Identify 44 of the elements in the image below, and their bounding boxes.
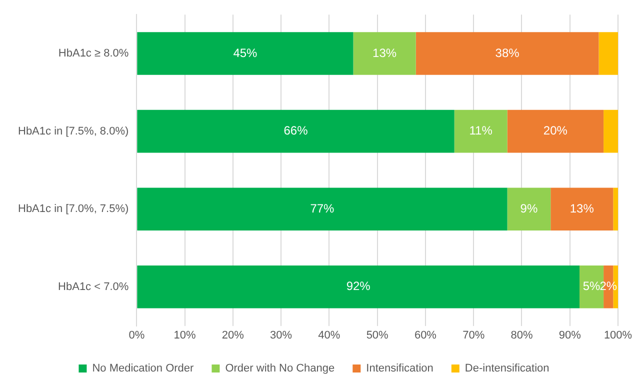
x-tick-label: 30% (270, 329, 292, 342)
legend-label: Intensification (366, 362, 434, 375)
data-label: 2% (600, 279, 618, 294)
data-label: 66% (284, 124, 308, 138)
legend-label: Order with No Change (225, 362, 335, 375)
y-tick-label: HbA1c in [7.5%, 8.0%) (18, 125, 129, 138)
data-label: 45% (233, 46, 258, 60)
bar (353, 32, 416, 75)
y-tick-label: HbA1c in [7.0%, 7.5%) (18, 203, 129, 216)
bar (550, 188, 614, 230)
bar (454, 110, 508, 153)
data-label: 9% (520, 201, 538, 216)
legend-label: De-intensification (464, 362, 550, 375)
data-label: 11% (469, 124, 493, 138)
data-label: 20% (543, 124, 568, 138)
y-tick-label: HbA1c ≥ 8.0% (58, 48, 129, 60)
data-label: 5% (582, 279, 601, 294)
bar (507, 110, 604, 153)
x-tick-label: 80% (510, 329, 533, 342)
data-label: 92% (346, 279, 371, 294)
data-label: 13% (372, 46, 397, 60)
x-tick-label: 60% (414, 329, 437, 342)
x-tick-label: 0% (128, 329, 145, 342)
bar (507, 188, 551, 230)
x-tick-label: 50% (366, 329, 389, 342)
data-label: 38% (495, 46, 520, 60)
bar (604, 110, 618, 153)
x-tick-label: 90% (558, 329, 582, 342)
bar (137, 188, 508, 230)
data-label: 13% (570, 201, 594, 216)
x-tick-label: 40% (318, 329, 340, 342)
bar (416, 32, 599, 75)
bar (137, 266, 580, 308)
x-tick-label: 20% (222, 329, 244, 342)
bar (598, 32, 618, 75)
x-tick-label: 100% (604, 329, 632, 342)
y-tick-label: HbA1c < 7.0% (58, 280, 129, 293)
x-tick-label: 70% (462, 329, 485, 342)
bar (137, 32, 354, 75)
data-label: 77% (310, 201, 335, 216)
bar (613, 188, 618, 230)
legend-label: No Medication Order (92, 362, 194, 375)
bar (137, 110, 454, 153)
x-tick-label: 10% (174, 329, 196, 342)
